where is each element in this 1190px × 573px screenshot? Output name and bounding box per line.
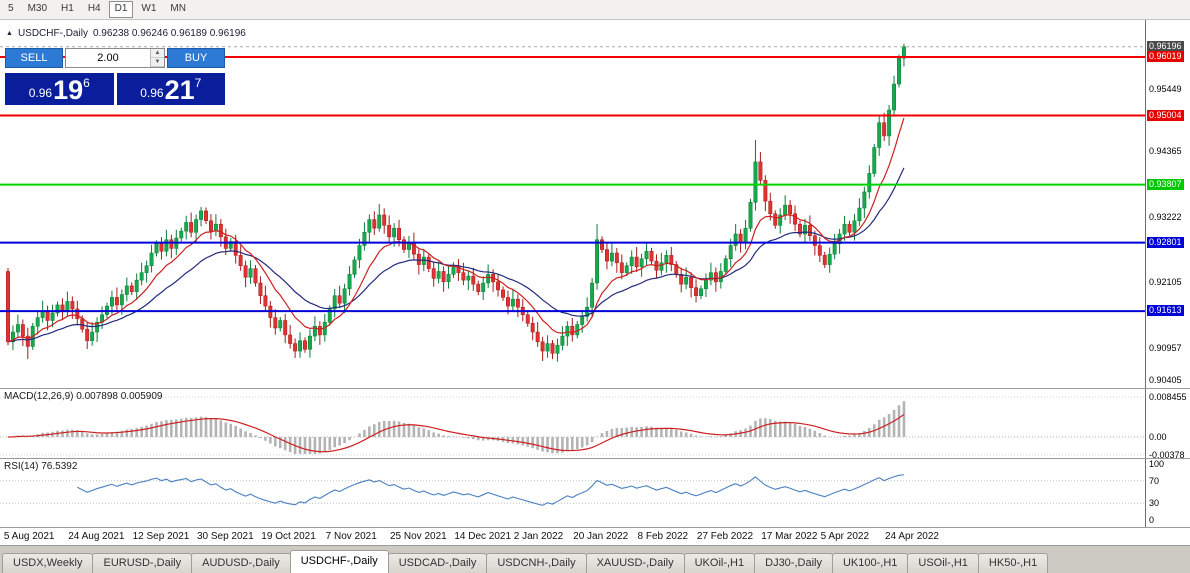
buy-price-prefix: 0.96: [140, 86, 164, 100]
chart-tab-hk50-h1[interactable]: HK50-,H1: [977, 553, 1049, 573]
fast-ma-line: [7, 117, 905, 343]
chart-tab-usdchf-daily[interactable]: USDCHF-,Daily: [289, 550, 389, 573]
date-label: 5 Aug 2021: [3, 531, 55, 542]
price-axis-label: 0.93222: [1149, 212, 1182, 223]
date-label: 14 Dec 2021: [454, 531, 512, 542]
macd-axis-label: 0.00: [1149, 432, 1167, 442]
date-label: 7 Nov 2021: [325, 531, 377, 542]
chart-tab-usdcad-daily[interactable]: USDCAD-,Daily: [387, 553, 488, 573]
date-label: 24 Aug 2021: [68, 531, 125, 542]
macd-panel-svg[interactable]: [0, 388, 1145, 458]
price-axis-label: 0.92105: [1149, 276, 1182, 287]
chart-tab-dj30-daily[interactable]: DJ30-,Daily: [754, 553, 833, 573]
macd-indicator-label: MACD(12,26,9) 0.007898 0.005909: [4, 391, 163, 402]
chart-tab-audusd-daily[interactable]: AUDUSD-,Daily: [191, 553, 291, 573]
price-axis-label: 0.90957: [1149, 342, 1182, 353]
date-label: 8 Feb 2022: [637, 531, 689, 542]
volume-up-button[interactable]: ▲: [151, 49, 164, 58]
price-axis[interactable]: 0.96196 0.96019 0.95449 0.95004 0.94365 0.938…: [1145, 20, 1190, 527]
volume-down-button[interactable]: ▼: [151, 58, 164, 67]
rsi-panel-svg[interactable]: [0, 458, 1145, 527]
chart-ohlc-values: 0.96238 0.96246 0.96189 0.96196: [92, 28, 246, 39]
date-label: 27 Feb 2022: [696, 531, 754, 542]
slow-ma-line: [7, 167, 905, 343]
price-chart-svg[interactable]: [0, 20, 1145, 388]
chart-tabs-bar: USDX,Weekly EURUSD-,Daily AUDUSD-,Daily USD…: [0, 545, 1190, 573]
rsi-axis-label: 70: [1149, 475, 1160, 486]
price-axis-label: 0.91613: [1147, 305, 1184, 317]
macd-signal-line: [7, 414, 905, 453]
price-axis-label: 0.94365: [1149, 146, 1182, 157]
timeframe-toolbar: 5 M30 H1 H4 D1 W1 MN: [0, 0, 1190, 20]
chart-header: ▲ USDCHF-,Daily 0.96238 0.96246 0.96189 …: [6, 28, 246, 39]
buy-button[interactable]: BUY: [167, 48, 225, 68]
period-button-H1[interactable]: H1: [61, 3, 74, 14]
chart-tab-usdx-weekly[interactable]: USDX,Weekly: [2, 553, 94, 573]
rsi-indicator-label: RSI(14) 76.5392: [4, 461, 78, 472]
macd-axis-label: -0.00378: [1149, 449, 1185, 460]
rsi-axis-label: 100: [1149, 459, 1165, 469]
period-button-M30[interactable]: M30: [27, 3, 48, 14]
one-click-collapse-icon[interactable]: ▲: [6, 30, 13, 37]
date-label: 20 Jan 2022: [573, 531, 629, 542]
rsi-axis-label: 30: [1149, 498, 1160, 509]
sell-price-prefix: 0.96: [28, 86, 53, 100]
date-label: 17 Mar 2022: [761, 531, 818, 542]
price-axis-label: 0.95449: [1149, 83, 1182, 94]
price-axis-label: 0.95004: [1147, 109, 1184, 121]
period-button-H4[interactable]: H4: [87, 3, 101, 14]
rsi-line: [77, 474, 905, 506]
volume-input[interactable]: [66, 49, 150, 67]
chart-tab-eurusd-daily[interactable]: EURUSD-,Daily: [92, 553, 193, 573]
date-axis[interactable]: 5 Aug 2021 24 Aug 2021 12 Sep 2021 30 Sep 2…: [0, 527, 1190, 545]
chart-symbol-label: USDCHF-,Daily: [17, 28, 88, 39]
period-button-W1[interactable]: W1: [141, 3, 157, 14]
price-axis-label: 0.96196: [1147, 40, 1184, 52]
chart-tab-ukoil-h1[interactable]: UKOil-,H1: [683, 553, 756, 573]
sell-price-pipette: 6: [83, 76, 90, 90]
macd-axis-label: 0.008455: [1149, 391, 1187, 402]
chart-tab-xauusd-daily[interactable]: XAUUSD-,Daily: [585, 553, 685, 573]
one-click-trading-panel: SELL ▲ ▼ BUY 0.96 19 6 0.96 21 7: [5, 48, 225, 105]
volume-input-group: ▲ ▼: [65, 48, 165, 68]
price-axis-label: 0.93807: [1147, 178, 1184, 190]
chart-tab-usoil-h1[interactable]: USOil-,H1: [907, 553, 979, 573]
date-label: 19 Oct 2021: [261, 531, 316, 542]
sell-price-display: 0.96 19 6: [5, 73, 114, 105]
date-label: 12 Sep 2021: [132, 531, 190, 542]
period-button-MN[interactable]: MN: [170, 3, 186, 14]
date-label: 24 Apr 2022: [885, 531, 939, 542]
rsi-axis-label: 0: [1149, 515, 1155, 525]
date-label: 25 Nov 2021: [390, 531, 447, 542]
buy-price-big: 21: [164, 75, 195, 105]
buy-price-pipette: 7: [194, 76, 202, 90]
date-label: 2 Jan 2022: [513, 531, 564, 542]
period-button-D1[interactable]: D1: [108, 1, 134, 18]
buy-price-display: 0.96 21 7: [116, 73, 225, 105]
date-label: 30 Sep 2021: [196, 531, 254, 542]
chart-area[interactable]: ▲ USDCHF-,Daily 0.96238 0.96246 0.96189 …: [0, 20, 1145, 527]
sell-price-big: 19: [53, 75, 84, 105]
period-button-5[interactable]: 5: [8, 3, 14, 14]
price-axis-label: 0.92801: [1147, 236, 1184, 248]
price-axis-label: 0.90405: [1149, 374, 1182, 385]
candles-layer: [6, 43, 906, 362]
sell-button[interactable]: SELL: [5, 48, 63, 68]
chart-tab-usdcnh-daily[interactable]: USDCNH-,Daily: [486, 553, 587, 573]
price-axis-label: 0.96019: [1147, 51, 1184, 62]
chart-tab-uk100-h1[interactable]: UK100-,H1: [831, 553, 909, 573]
macd-panel-separator[interactable]: [0, 388, 1190, 389]
rsi-panel-separator[interactable]: [0, 458, 1190, 459]
date-label: 5 Apr 2022: [820, 531, 870, 542]
